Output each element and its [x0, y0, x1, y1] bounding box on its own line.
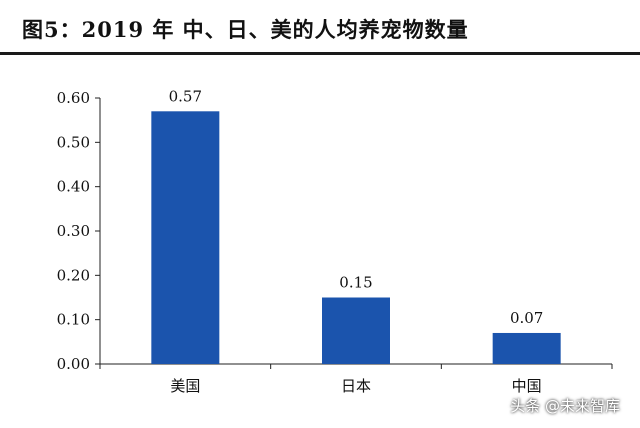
title-rule — [0, 52, 640, 55]
bars — [151, 111, 561, 364]
data-label: 0.15 — [339, 274, 372, 292]
y-tick-label: 0.40 — [57, 178, 90, 196]
chart-title: 图5：2019 年 中、日、美的人均养宠物数量 — [22, 17, 469, 42]
watermark: 头条 @未来智库 — [510, 397, 620, 415]
x-tick-label: 美国 — [170, 377, 200, 395]
y-tick-label: 0.30 — [57, 222, 90, 240]
y-tick-label: 0.60 — [57, 89, 90, 107]
x-axis: 美国 日本 中国 — [99, 363, 613, 395]
x-tick-label: 中国 — [512, 377, 542, 395]
y-tick-label: 0.20 — [57, 266, 90, 284]
x-tick-label: 日本 — [341, 377, 371, 395]
y-tick-label: 0.00 — [57, 355, 90, 373]
y-tick-label: 0.50 — [57, 133, 90, 151]
y-tick-label: 0.10 — [57, 311, 90, 329]
y-axis: 0.00 0.10 0.20 0.30 0.40 0.50 0.60 — [57, 89, 101, 373]
data-label: 0.07 — [510, 309, 543, 327]
data-label: 0.57 — [169, 87, 202, 105]
bar-0 — [151, 111, 220, 364]
data-labels: 0.57 0.15 0.07 — [169, 87, 544, 327]
bar-2 — [492, 332, 561, 364]
bar-1 — [322, 297, 390, 364]
